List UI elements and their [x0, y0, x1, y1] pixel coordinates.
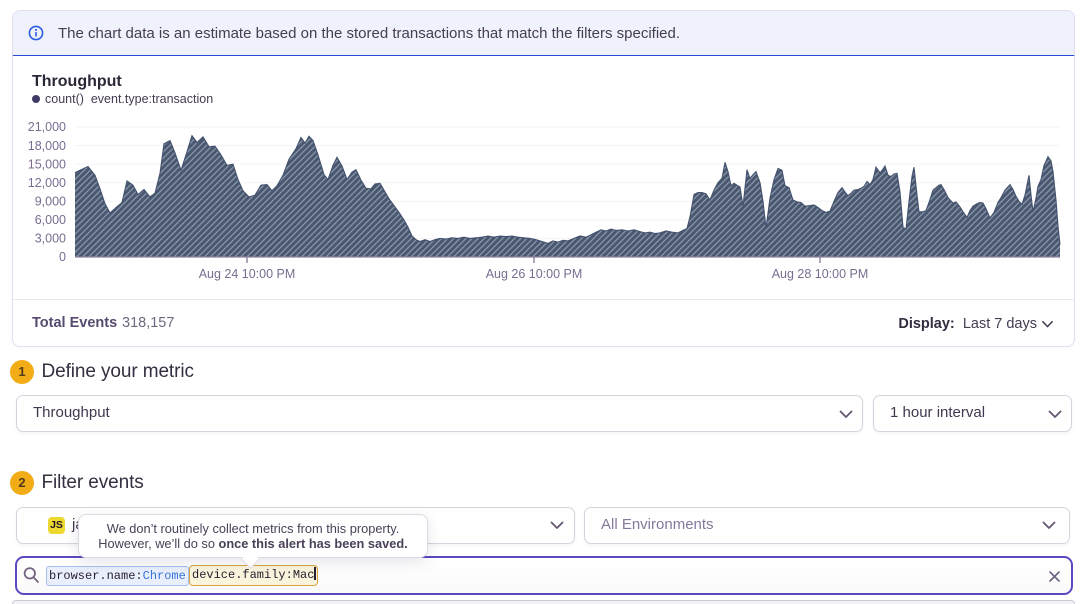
svg-text:21,000: 21,000 — [28, 120, 66, 134]
svg-text:Aug 26 10:00 PM: Aug 26 10:00 PM — [486, 267, 583, 281]
svg-text:15,000: 15,000 — [28, 157, 66, 171]
svg-text:9,000: 9,000 — [35, 195, 66, 209]
svg-text:Aug 28 10:00 PM: Aug 28 10:00 PM — [772, 267, 869, 281]
svg-text:18,000: 18,000 — [28, 139, 66, 153]
svg-text:12,000: 12,000 — [28, 176, 66, 190]
svg-text:6,000: 6,000 — [35, 213, 66, 227]
svg-text:Aug 24 10:00 PM: Aug 24 10:00 PM — [199, 267, 296, 281]
svg-text:0: 0 — [59, 250, 66, 264]
svg-text:3,000: 3,000 — [35, 232, 66, 246]
